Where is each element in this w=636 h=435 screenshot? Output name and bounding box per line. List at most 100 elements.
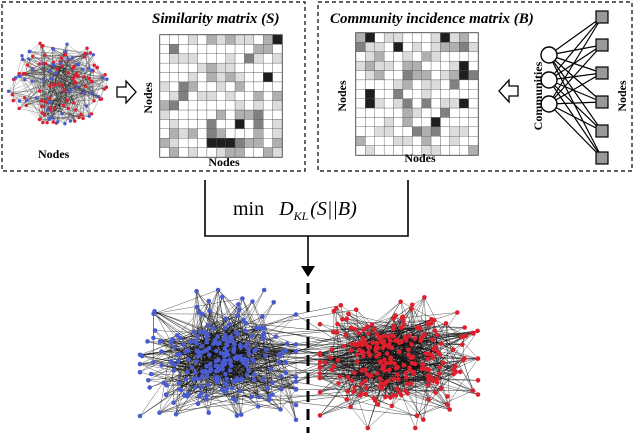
network-node <box>414 325 420 331</box>
network-node <box>405 391 410 396</box>
cross-community-edge <box>215 369 429 372</box>
network-edge <box>29 43 41 52</box>
matrix-cell <box>459 42 469 52</box>
matrix-cell <box>263 53 273 64</box>
matrix-cell <box>430 89 441 99</box>
matrix-cell <box>393 145 404 156</box>
network-node <box>237 388 243 394</box>
network-edge <box>139 354 178 373</box>
similarity-matrix-row-label: Nodes <box>141 82 155 114</box>
network-node <box>388 338 393 343</box>
network-node <box>364 372 370 377</box>
network-node <box>445 394 450 399</box>
matrix-cell <box>253 72 264 83</box>
network-node <box>283 370 289 376</box>
matrix-cell <box>365 70 375 81</box>
network-node <box>246 367 251 373</box>
network-edge <box>224 391 259 407</box>
network-node <box>413 425 418 431</box>
similarity-matrix-title: Similarity matrix (S) <box>152 11 280 27</box>
matrix-cell <box>272 34 283 45</box>
network-node <box>368 373 374 378</box>
matrix-cell <box>449 98 460 109</box>
matrix-cell <box>468 79 479 90</box>
network-node <box>193 370 198 375</box>
objective-subscript: KL <box>293 209 309 223</box>
network-node <box>223 316 228 322</box>
network-node <box>145 339 150 344</box>
network-node <box>192 385 198 390</box>
network-node <box>263 347 269 353</box>
network-node <box>363 392 369 397</box>
bipartite-edge <box>548 54 603 132</box>
network-edge <box>251 335 286 351</box>
matrix-cell <box>449 126 460 137</box>
network-edge <box>333 310 373 343</box>
network-edge <box>53 48 92 71</box>
cross-community-edge <box>199 395 396 397</box>
network-node <box>403 370 409 376</box>
network-node <box>158 339 164 344</box>
network-node <box>30 79 34 83</box>
matrix-cell <box>234 62 245 73</box>
network-node <box>389 403 395 409</box>
matrix-cell <box>468 51 479 62</box>
network-node <box>224 340 230 346</box>
network-edge <box>91 89 105 114</box>
matrix-cell <box>244 128 255 139</box>
matrix-cell <box>440 98 451 109</box>
network-edge <box>78 64 86 87</box>
network-edge <box>22 59 99 97</box>
network-node <box>353 342 359 348</box>
network-node <box>13 76 18 80</box>
matrix-cell <box>393 117 404 128</box>
bipartite-edge <box>548 103 603 159</box>
network-node <box>401 322 406 328</box>
network-node <box>147 385 152 390</box>
network-node <box>215 341 221 347</box>
cross-community-edge <box>232 337 321 356</box>
network-edge <box>206 296 223 338</box>
matrix-cell <box>178 128 189 139</box>
matrix-cell <box>459 126 469 137</box>
network-node <box>371 327 377 332</box>
cross-community-edge <box>224 327 429 386</box>
network-edge <box>32 81 92 115</box>
network-node <box>362 378 368 384</box>
community-node <box>540 71 558 89</box>
network-node <box>445 402 451 408</box>
network-node <box>434 376 440 382</box>
network-node <box>434 380 440 385</box>
matrix-cell <box>393 98 404 109</box>
network-node <box>240 296 245 301</box>
network-node <box>170 337 175 342</box>
network-node <box>238 412 244 417</box>
matrix-cell <box>263 138 273 148</box>
network-node <box>151 335 156 341</box>
bipartite-edge <box>548 16 603 105</box>
network-node <box>439 386 444 391</box>
network-node <box>255 404 261 409</box>
cross-community-edge <box>159 309 357 342</box>
network-node <box>435 349 441 355</box>
network-node <box>358 381 364 387</box>
matrix-cell <box>253 147 264 158</box>
network-node <box>249 333 254 339</box>
network-node <box>191 329 197 335</box>
matrix-cell <box>178 109 189 120</box>
matrix-cell <box>263 81 273 92</box>
matrix-cell <box>383 136 394 146</box>
network-edge <box>340 376 434 382</box>
incidence-matrix-col-label: Nodes <box>404 151 436 165</box>
matrix-cell <box>468 89 479 99</box>
matrix-cell <box>430 98 441 109</box>
matrix-cell <box>234 109 245 120</box>
network-node <box>234 413 240 418</box>
network-node <box>24 103 28 108</box>
matrix-cell <box>449 60 460 71</box>
network-edge <box>390 397 450 410</box>
network-node <box>228 334 233 340</box>
matrix-cell <box>216 100 226 111</box>
network-node <box>250 299 255 304</box>
matrix-cell <box>383 117 394 128</box>
